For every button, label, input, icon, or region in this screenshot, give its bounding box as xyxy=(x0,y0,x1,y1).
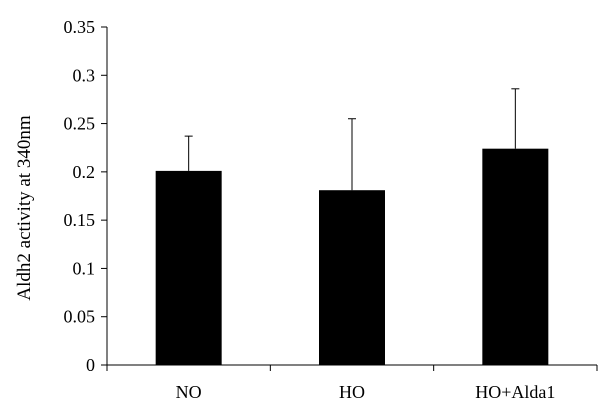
y-tick-label: 0.05 xyxy=(64,307,96,327)
x-category-label: NO xyxy=(176,382,202,402)
x-axis-ticks xyxy=(106,365,598,371)
y-tick-label: 0 xyxy=(86,355,95,375)
bar-ho-alda1 xyxy=(482,148,549,365)
bars xyxy=(155,148,549,365)
y-axis-ticks xyxy=(101,26,107,366)
y-tick-label: 0.3 xyxy=(73,65,96,85)
x-category-label: HO+Alda1 xyxy=(475,382,555,402)
y-tick-label: 0.15 xyxy=(64,210,96,230)
y-tick-label: 0.1 xyxy=(73,258,96,278)
x-category-label: HO xyxy=(339,382,365,402)
y-axis-tick-labels: 0 0.05 0.1 0.15 0.2 0.25 0.3 0.35 xyxy=(64,17,96,375)
bar-no xyxy=(155,170,222,365)
y-axis-title: Aldh2 activity at 340nm xyxy=(14,115,35,300)
y-tick-label: 0.2 xyxy=(73,162,96,182)
y-tick-label: 0.35 xyxy=(64,17,96,37)
bar-ho xyxy=(319,190,385,365)
y-tick-label: 0.25 xyxy=(64,114,96,134)
x-axis-category-labels: NO HO HO+Alda1 xyxy=(176,382,556,402)
error-bars xyxy=(184,88,520,191)
